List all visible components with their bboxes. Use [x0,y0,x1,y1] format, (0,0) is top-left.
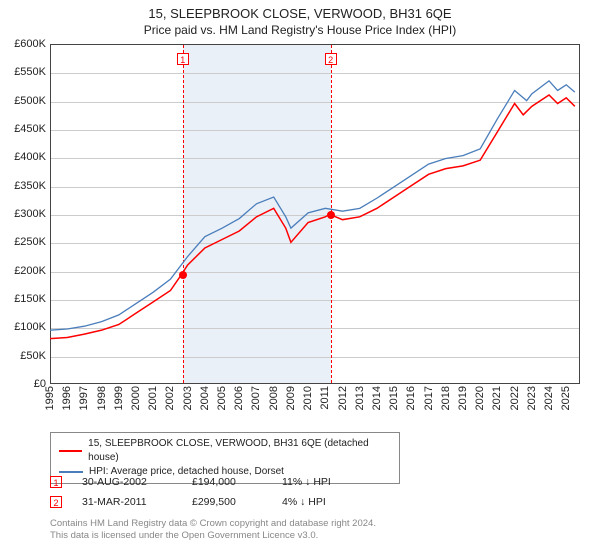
transaction-diff: 4% ↓ HPI [282,496,372,508]
footer-line-2: This data is licensed under the Open Gov… [50,530,376,542]
x-tick-label: 2005 [216,386,228,410]
y-tick-label: £50K [2,350,46,362]
x-tick-label: 2000 [130,386,142,410]
x-tick-label: 2001 [147,386,159,410]
x-tick-label: 2011 [319,386,331,410]
x-tick-label: 2015 [388,386,400,410]
y-tick-label: £400K [2,151,46,163]
y-tick-label: £600K [2,38,46,50]
transaction-row: 1 30-AUG-2002 £194,000 11% ↓ HPI [50,472,372,492]
y-tick-label: £200K [2,265,46,277]
x-tick-label: 2007 [250,386,262,410]
x-tick-label: 2019 [457,386,469,410]
x-tick-label: 2014 [371,386,383,410]
transaction-diff: 11% ↓ HPI [282,476,372,488]
y-tick-label: £100K [2,321,46,333]
footer-line-1: Contains HM Land Registry data © Crown c… [50,518,376,530]
x-tick-label: 1995 [44,386,56,410]
series-line [50,81,575,330]
x-tick-label: 2010 [302,386,314,410]
legend-label: 15, SLEEPBROOK CLOSE, VERWOOD, BH31 6QE … [88,437,391,465]
transaction-price: £299,500 [192,496,262,508]
x-tick-label: 2012 [337,386,349,410]
chart-title: 15, SLEEPBROOK CLOSE, VERWOOD, BH31 6QE [0,0,600,21]
x-tick-label: 2021 [491,386,503,410]
transaction-date: 30-AUG-2002 [82,476,172,488]
x-tick-label: 2003 [182,386,194,410]
line-series-svg [50,44,580,384]
x-tick-label: 2023 [526,386,538,410]
x-tick-label: 2008 [268,386,280,410]
x-tick-label: 1997 [78,386,90,410]
transaction-date: 31-MAR-2011 [82,496,172,508]
x-tick-label: 1998 [96,386,108,410]
x-tick-label: 2025 [560,386,572,410]
legend-swatch [59,450,82,452]
chart-zone: £0 £50K £100K £150K £200K £250K £300K £350K £400… [0,44,600,424]
x-tick-label: 2017 [423,386,435,410]
y-tick-label: £550K [2,66,46,78]
chart-subtitle: Price paid vs. HM Land Registry's House … [0,21,600,37]
y-tick-label: £0 [2,378,46,390]
x-tick-label: 2002 [164,386,176,410]
x-tick-label: 2009 [285,386,297,410]
y-tick-label: £150K [2,293,46,305]
x-tick-label: 2004 [199,386,211,410]
x-tick-label: 1996 [61,386,73,410]
x-tick-label: 1999 [113,386,125,410]
x-tick-label: 2020 [474,386,486,410]
transaction-marker-icon: 2 [50,496,62,508]
transaction-row: 2 31-MAR-2011 £299,500 4% ↓ HPI [50,492,372,512]
y-tick-label: £450K [2,123,46,135]
transaction-price: £194,000 [192,476,262,488]
x-tick-label: 2018 [440,386,452,410]
x-tick-label: 2013 [354,386,366,410]
x-tick-label: 2022 [509,386,521,410]
y-tick-label: £350K [2,180,46,192]
chart-container: 15, SLEEPBROOK CLOSE, VERWOOD, BH31 6QE … [0,0,600,560]
y-tick-label: £500K [2,95,46,107]
x-tick-label: 2016 [405,386,417,410]
footer-attribution: Contains HM Land Registry data © Crown c… [50,518,376,542]
y-tick-label: £250K [2,236,46,248]
transactions-table: 1 30-AUG-2002 £194,000 11% ↓ HPI 2 31-MAR-201… [50,472,372,512]
x-tick-label: 2024 [543,386,555,410]
legend-item: 15, SLEEPBROOK CLOSE, VERWOOD, BH31 6QE … [59,437,391,465]
series-line [50,95,575,339]
transaction-marker-icon: 1 [50,476,62,488]
x-tick-label: 2006 [233,386,245,410]
y-tick-label: £300K [2,208,46,220]
